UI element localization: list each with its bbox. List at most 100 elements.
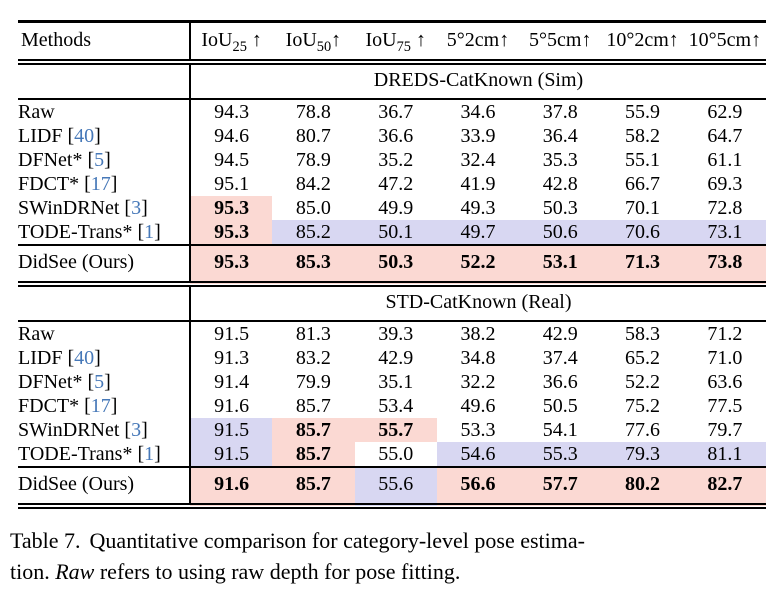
value-cell: 50.5 (542, 394, 578, 417)
value-cell: 54.1 (542, 418, 578, 441)
value-cell: 61.1 (707, 148, 743, 171)
value-cell: 85.7 (272, 418, 355, 442)
up-arrow-icon: ↑ (246, 29, 262, 51)
value-cell: 85.0 (295, 196, 331, 219)
value-cell: 91.6 (188, 394, 273, 418)
section-title: DREDS-CatKnown (Sim) (189, 62, 766, 99)
citation-link[interactable]: 3 (131, 418, 142, 441)
citation-link[interactable]: 17 (90, 394, 111, 417)
up-arrow-icon: ↑ (410, 29, 426, 51)
citation-link[interactable]: 5 (94, 148, 105, 171)
value-cell: 39.3 (378, 322, 414, 345)
value-cell: 77.6 (625, 418, 661, 441)
column-header-subscript: 75 (396, 39, 411, 55)
up-arrow-icon: ↑ (331, 29, 342, 51)
citation-link[interactable]: 3 (131, 196, 142, 219)
value-cell: 91.4 (188, 370, 273, 394)
value-cell: 57.7 (519, 467, 602, 506)
method-cell: DidSee (Ours) (18, 245, 190, 284)
value-cell: 95.3 (188, 196, 273, 220)
section-empty-cell (18, 284, 190, 321)
value-cell: 55.9 (625, 100, 661, 123)
value-cell: 85.7 (272, 442, 355, 467)
value-cell: 77.5 (707, 394, 743, 417)
column-header-label: 10°2cm (606, 29, 669, 51)
value-cell: 52.2 (436, 245, 520, 284)
citation-link[interactable]: 1 (144, 442, 155, 465)
method-cell: TODE-Trans* [1] (18, 220, 161, 243)
value-cell: 37.4 (542, 346, 578, 369)
value-cell: 71.0 (707, 346, 743, 369)
data-row: LIDF [40] 94.6 80.7 36.6 33.9 36.4 58.2 64.7 (18, 124, 766, 148)
value-cell: 34.8 (460, 346, 496, 369)
value-cell: 79.9 (295, 370, 331, 393)
column-header-subscript: 50 (316, 39, 332, 55)
value-cell: 34.6 (460, 100, 496, 123)
table-header-row: Methods IoU25 ↑ IoU50↑ IoU75 ↑ 5°2cm↑ 5°… (18, 21, 766, 63)
value-cell: 41.9 (460, 172, 496, 195)
column-header-10d2cm: 10°2cm↑ (601, 22, 683, 63)
value-cell: 62.9 (707, 100, 743, 123)
column-header-5d5cm: 5°5cm↑ (519, 22, 601, 63)
value-cell: 55.6 (354, 467, 437, 506)
method-cell: DFNet* [5] (18, 370, 111, 393)
up-arrow-icon: ↑ (751, 29, 762, 51)
method-name: Raw (18, 100, 55, 123)
value-cell: 36.6 (542, 370, 578, 393)
method-cell: DidSee (Ours) (18, 467, 190, 506)
ours-row: DidSee (Ours) 95.3 85.3 50.3 52.2 53.1 71.3 73.… (18, 245, 766, 284)
value-cell: 81.1 (683, 442, 766, 467)
results-table: Methods IoU25 ↑ IoU50↑ IoU75 ↑ 5°2cm↑ 5°… (18, 20, 766, 509)
value-cell: 79.3 (601, 442, 684, 467)
value-cell: 66.7 (625, 172, 661, 195)
value-cell: 70.6 (601, 220, 684, 245)
method-name: FDCT* (18, 172, 80, 195)
method-name: LIDF (18, 124, 63, 147)
value-cell: 72.8 (707, 196, 743, 219)
value-cell: 82.7 (683, 467, 766, 506)
method-name: SWinDRNet (18, 418, 120, 441)
value-cell: 58.3 (625, 322, 661, 345)
column-header-iou50: IoU50↑ (272, 22, 354, 63)
column-header-5d2cm: 5°2cm↑ (437, 22, 519, 63)
up-arrow-icon: ↑ (499, 29, 510, 51)
value-cell: 56.6 (436, 467, 520, 506)
value-cell: 84.2 (295, 172, 331, 195)
value-cell: 80.7 (295, 124, 331, 147)
value-cell: 36.7 (378, 100, 414, 123)
data-row: FDCT* [17] 91.6 85.7 53.4 49.6 50.5 75.2 77.5 (18, 394, 766, 418)
value-cell: 35.1 (378, 370, 414, 393)
citation-link[interactable]: 5 (94, 370, 105, 393)
value-cell: 53.4 (378, 394, 414, 417)
value-cell: 35.3 (542, 148, 578, 171)
value-cell: 70.1 (625, 196, 661, 219)
citation-link[interactable]: 1 (144, 220, 155, 243)
value-cell: 37.8 (542, 100, 578, 123)
value-cell: 53.3 (460, 418, 496, 441)
value-cell: 49.6 (460, 394, 496, 417)
method-name: SWinDRNet (18, 196, 120, 219)
value-cell: 50.3 (354, 245, 437, 284)
column-header-10d5cm: 10°5cm↑ (684, 22, 766, 63)
value-cell: 69.3 (707, 172, 743, 195)
value-cell: 63.6 (707, 370, 743, 393)
citation-link[interactable]: 40 (74, 124, 95, 147)
value-cell: 52.2 (625, 370, 661, 393)
value-cell: 42.9 (378, 346, 414, 369)
value-cell: 85.7 (272, 467, 355, 506)
column-header-label: 10°5cm (688, 29, 752, 51)
citation-link[interactable]: 40 (74, 346, 95, 369)
section-empty-cell (18, 62, 190, 99)
value-cell: 49.9 (378, 196, 414, 219)
method-cell: DFNet* [5] (18, 148, 111, 171)
value-cell: 42.9 (542, 322, 578, 345)
value-cell: 54.6 (436, 442, 520, 467)
value-cell: 36.4 (542, 124, 578, 147)
value-cell: 91.5 (188, 442, 273, 467)
value-cell: 73.8 (683, 245, 766, 284)
data-row: SWinDRNet [3] 95.3 85.0 49.9 49.3 50.3 70.1 72.… (18, 196, 766, 220)
citation-link[interactable]: 17 (90, 172, 111, 195)
method-name: DFNet* (18, 370, 83, 393)
method-cell: LIDF [40] (18, 346, 101, 369)
